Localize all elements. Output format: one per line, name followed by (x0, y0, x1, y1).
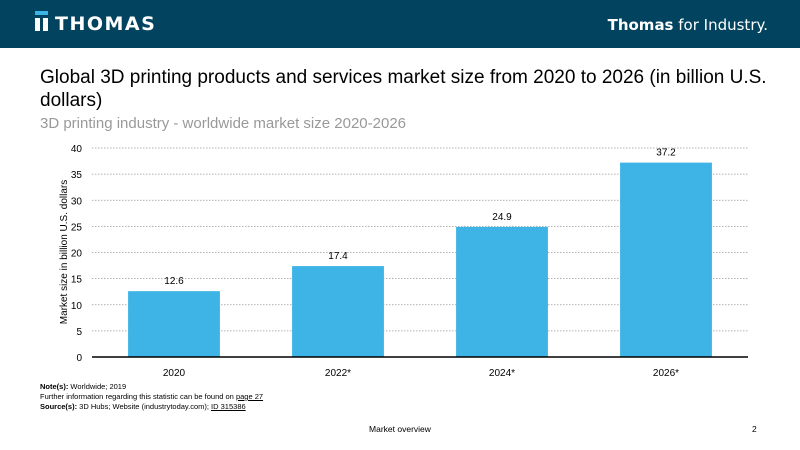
y-tick-label: 40 (71, 144, 83, 155)
x-tick-label: 2026* (653, 368, 679, 379)
data-label: 12.6 (164, 276, 184, 287)
source-link[interactable]: ID 315386 (211, 402, 246, 411)
y-tick-label: 25 (71, 222, 83, 233)
logo-icon (35, 18, 48, 31)
page-number: 2 (752, 424, 757, 434)
bar (128, 291, 220, 357)
data-label: 17.4 (328, 251, 348, 262)
y-tick-label: 20 (71, 249, 83, 260)
y-axis-label: Market size in billion U.S. dollars (59, 180, 70, 325)
bar (620, 162, 712, 357)
y-tick-label: 30 (71, 196, 83, 207)
tagline: Thomas for Industry. (607, 16, 768, 34)
footer-section: Market overview (369, 424, 431, 434)
data-label: 24.9 (492, 212, 512, 223)
y-tick-label: 0 (76, 353, 82, 364)
bar (456, 226, 548, 357)
footnotes: Note(s): Worldwide; 2019 Further informa… (40, 382, 264, 411)
page-link[interactable]: page 27 (235, 392, 264, 401)
chart-subtitle: 3D printing industry - worldwide market … (40, 115, 407, 132)
bar (292, 266, 384, 357)
y-tick-label: 5 (76, 327, 82, 338)
x-tick-label: 2022* (325, 368, 351, 379)
logo-accent (35, 11, 48, 15)
data-label: 37.2 (656, 148, 676, 159)
header-bar: THOMAS Thomas for Industry. (0, 0, 800, 48)
y-tick-label: 10 (71, 301, 83, 312)
x-tick-label: 2020 (163, 368, 186, 379)
y-tick-label: 35 (71, 170, 83, 181)
logo-text: THOMAS (55, 13, 157, 35)
chart-title: Global 3D printing products and services… (40, 67, 767, 111)
y-tick-label: 15 (71, 275, 83, 286)
x-tick-label: 2024* (489, 368, 515, 379)
